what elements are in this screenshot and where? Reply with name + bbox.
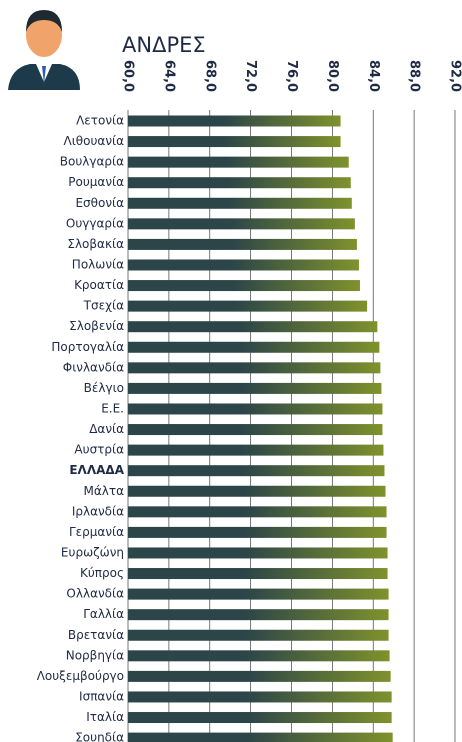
- bar: [128, 382, 382, 394]
- bar: [128, 156, 349, 168]
- bar: [128, 712, 392, 724]
- bar: [128, 650, 390, 662]
- x-tick-label: 84,0: [366, 60, 381, 92]
- bar: [128, 403, 383, 415]
- y-tick-label: Ισπανία: [79, 689, 124, 703]
- x-tick-label: 72,0: [243, 60, 258, 92]
- x-tick-label: 80,0: [325, 60, 340, 92]
- bar: [128, 732, 393, 742]
- y-tick-label: ΕΛΛΑΔΑ: [69, 463, 124, 477]
- chart-title: ΑΝΔΡΕΣ: [122, 33, 206, 57]
- bar: [128, 177, 351, 189]
- y-tick-label: Βουλγαρία: [60, 155, 124, 169]
- y-tick-label: Βέλγιο: [84, 381, 124, 395]
- x-tick-label: 76,0: [284, 60, 299, 92]
- bar: [128, 691, 392, 703]
- y-tick-label: Δανία: [89, 422, 124, 436]
- y-tick-label: Βρετανία: [68, 628, 124, 642]
- bar: [128, 629, 389, 641]
- y-tick-label: Ιρλανδία: [72, 504, 124, 518]
- bar: [128, 238, 357, 250]
- bar: [128, 362, 381, 374]
- y-tick-label: Σλοβενία: [69, 319, 124, 333]
- bar: [128, 218, 355, 230]
- bar: [128, 670, 391, 682]
- bar: [128, 506, 387, 518]
- y-tick-label: Ε.Ε.: [101, 401, 124, 415]
- bar: [128, 568, 388, 580]
- bar: [128, 547, 388, 559]
- y-tick-label: Γαλλία: [83, 607, 124, 621]
- avatar-icon: [8, 10, 80, 90]
- y-tick-label: Φινλανδία: [63, 360, 124, 374]
- bar: [128, 300, 368, 312]
- bar: [128, 280, 360, 292]
- bar: [128, 526, 387, 538]
- bar: [128, 485, 386, 497]
- y-tick-label: Σουηδία: [75, 731, 124, 742]
- y-tick-label: Λιθουανία: [64, 134, 125, 148]
- x-tick-label: 60,0: [121, 60, 136, 92]
- y-tick-label: Ολλανδία: [66, 587, 124, 601]
- bar: [128, 259, 359, 271]
- y-tick-label: Πορτογαλία: [51, 340, 124, 354]
- bar: [128, 444, 384, 456]
- x-tick-label: 92,0: [448, 60, 462, 92]
- y-tick-label: Ιταλία: [86, 710, 124, 724]
- x-tick-label: 64,0: [161, 60, 176, 92]
- bar: [128, 341, 380, 353]
- y-tick-label: Λετονία: [76, 114, 124, 128]
- bar: [128, 588, 389, 600]
- bar: [128, 465, 385, 477]
- bar: [128, 424, 383, 436]
- y-tick-label: Ευρωζώνη: [61, 545, 124, 559]
- y-tick-label: Ουγγαρία: [66, 216, 124, 230]
- y-tick-label: Εσθονία: [75, 196, 124, 210]
- y-tick-label: Σλοβακία: [67, 237, 124, 251]
- bar: [128, 197, 352, 209]
- bar: [128, 136, 341, 148]
- y-tick-label: Πολωνία: [72, 257, 124, 271]
- y-tick-label: Αυστρία: [74, 443, 124, 457]
- y-tick-label: Γερμανία: [69, 525, 124, 539]
- y-tick-label: Λουξεμβούργο: [37, 669, 124, 683]
- x-tick-label: 88,0: [407, 60, 422, 92]
- y-tick-label: Μάλτα: [84, 484, 125, 498]
- y-tick-label: Κύπρος: [80, 566, 124, 580]
- y-tick-label: Νορβηγία: [66, 648, 124, 662]
- bar: [128, 321, 378, 333]
- y-tick-label: Τσεχία: [83, 299, 124, 313]
- x-tick-label: 68,0: [202, 60, 217, 92]
- bar: [128, 115, 341, 127]
- y-tick-label: Ρουμανία: [68, 175, 124, 189]
- bar: [128, 609, 389, 621]
- y-tick-label: Κροατία: [74, 278, 124, 292]
